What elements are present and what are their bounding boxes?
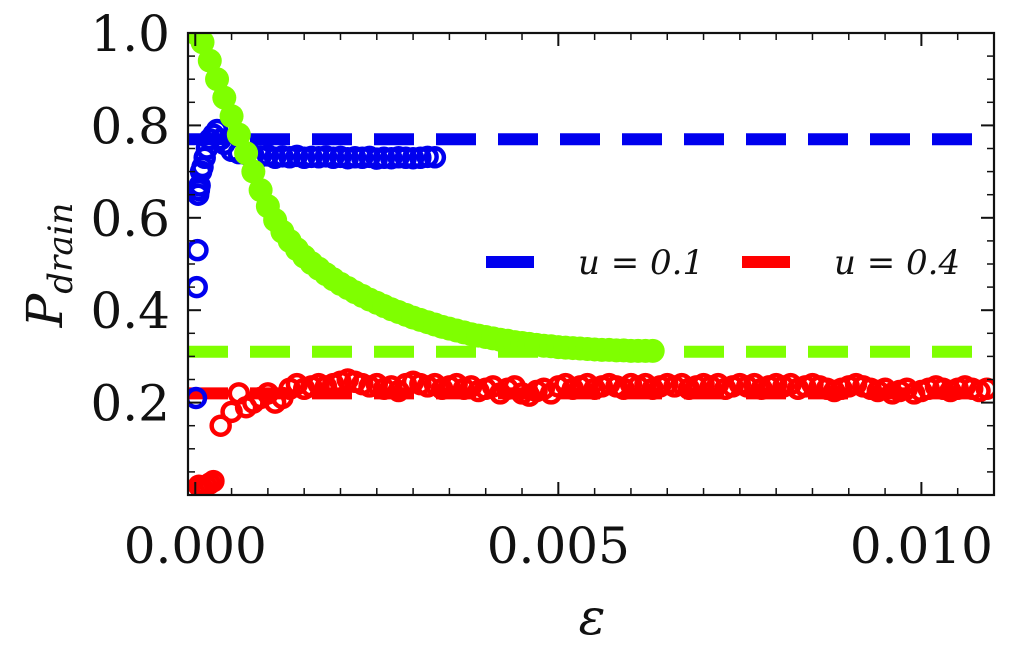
data-point bbox=[640, 338, 665, 363]
data-point bbox=[423, 146, 447, 169]
data-point bbox=[234, 141, 259, 166]
data-point bbox=[241, 159, 266, 184]
data-point bbox=[219, 104, 244, 129]
legend: u = 0.1 u = 0.4 bbox=[486, 243, 960, 283]
data-point bbox=[205, 67, 230, 92]
legend-label-0: u = 0.1 bbox=[578, 243, 704, 283]
y-tick-label: 0.4 bbox=[90, 282, 170, 340]
data-point bbox=[188, 238, 209, 262]
y-tick-label: 1.0 bbox=[90, 5, 170, 63]
series-u-0-4 bbox=[188, 368, 994, 495]
data-point bbox=[212, 85, 237, 110]
y-axis-title-main: P bbox=[16, 292, 74, 328]
data-point bbox=[188, 386, 208, 410]
y-tick-label: 0.2 bbox=[90, 375, 170, 433]
y-axis-title-subscript: drain bbox=[41, 203, 81, 294]
data-point bbox=[209, 414, 232, 437]
x-axis-title: ε bbox=[579, 588, 606, 646]
x-tick-label: 0.010 bbox=[850, 517, 993, 575]
series-green bbox=[188, 33, 665, 363]
x-tick-label: 0.000 bbox=[124, 517, 267, 575]
data-point bbox=[197, 48, 222, 73]
x-tick-label: 0.005 bbox=[487, 517, 630, 575]
data-point bbox=[188, 275, 208, 299]
ticks-layer: 0.000 0.005 0.010 0.2 0.4 0.6 0.8 1.0 bbox=[90, 5, 994, 575]
y-tick-label: 0.6 bbox=[90, 190, 170, 248]
y-axis-title: Pdrain bbox=[16, 203, 81, 329]
y-tick-label: 0.8 bbox=[90, 97, 170, 155]
legend-label-1: u = 0.4 bbox=[834, 243, 960, 283]
data-point bbox=[202, 469, 225, 493]
svg-text:Pdrain: Pdrain bbox=[16, 203, 81, 329]
data-point bbox=[226, 122, 251, 147]
data-points-layer bbox=[188, 33, 994, 495]
data-point bbox=[975, 377, 994, 400]
